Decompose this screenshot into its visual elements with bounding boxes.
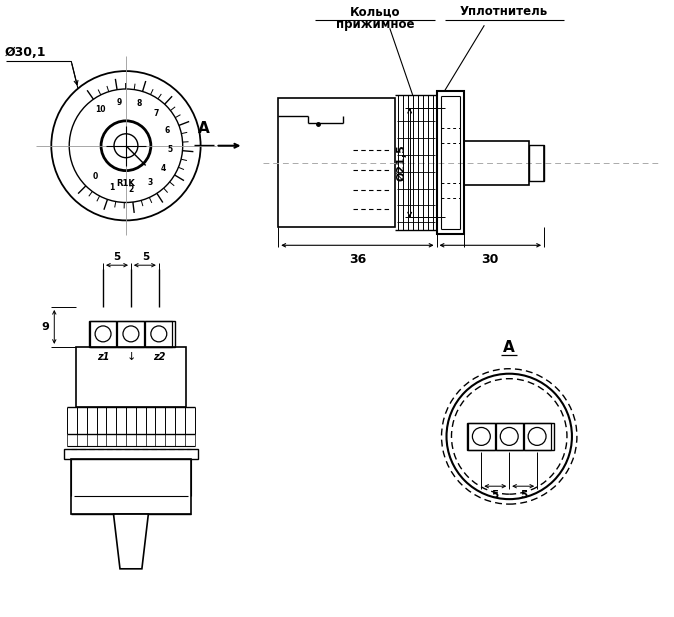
Text: Кольцо: Кольцо (350, 6, 400, 19)
Text: R1K: R1K (117, 179, 135, 188)
Text: 5: 5 (520, 490, 527, 500)
Bar (437, 91, 464, 234)
Text: 30: 30 (482, 253, 499, 267)
Bar (64, 449, 197, 459)
Text: прижимное: прижимное (336, 19, 414, 31)
Text: 3: 3 (147, 178, 152, 187)
Text: 6: 6 (164, 125, 169, 135)
Text: 36: 36 (348, 253, 366, 267)
Text: 5: 5 (142, 252, 149, 262)
Bar (529, 145, 544, 181)
Bar (90, 321, 117, 347)
Bar (464, 141, 529, 184)
Bar (468, 423, 495, 450)
Bar (76, 347, 185, 407)
Text: 5: 5 (167, 145, 172, 154)
Bar (278, 98, 395, 228)
Text: Уплотнитель: Уплотнитель (460, 6, 549, 19)
Text: 0: 0 (92, 172, 98, 181)
Text: 2: 2 (129, 184, 134, 194)
Text: ↓: ↓ (126, 352, 135, 362)
Text: 4: 4 (161, 164, 166, 173)
Bar (117, 321, 144, 347)
Text: 1: 1 (109, 183, 115, 192)
Text: 5: 5 (491, 490, 498, 500)
Bar (71, 459, 191, 514)
Text: 9: 9 (41, 322, 49, 332)
Text: 5: 5 (113, 252, 120, 262)
Text: z1: z1 (97, 352, 109, 362)
Text: 9: 9 (117, 98, 122, 107)
Text: 8: 8 (136, 99, 142, 109)
Bar (88, 321, 175, 347)
Text: 7: 7 (153, 109, 158, 118)
Text: Ø21,5: Ø21,5 (396, 144, 407, 181)
Bar (467, 423, 553, 450)
Text: 10: 10 (96, 106, 106, 114)
Text: z2: z2 (152, 352, 165, 362)
Text: Ø30,1: Ø30,1 (5, 46, 46, 59)
Text: A: A (197, 121, 210, 136)
Bar (496, 423, 522, 450)
Text: A: A (503, 340, 515, 355)
Polygon shape (113, 514, 148, 569)
Bar (524, 423, 551, 450)
Bar (146, 321, 173, 347)
